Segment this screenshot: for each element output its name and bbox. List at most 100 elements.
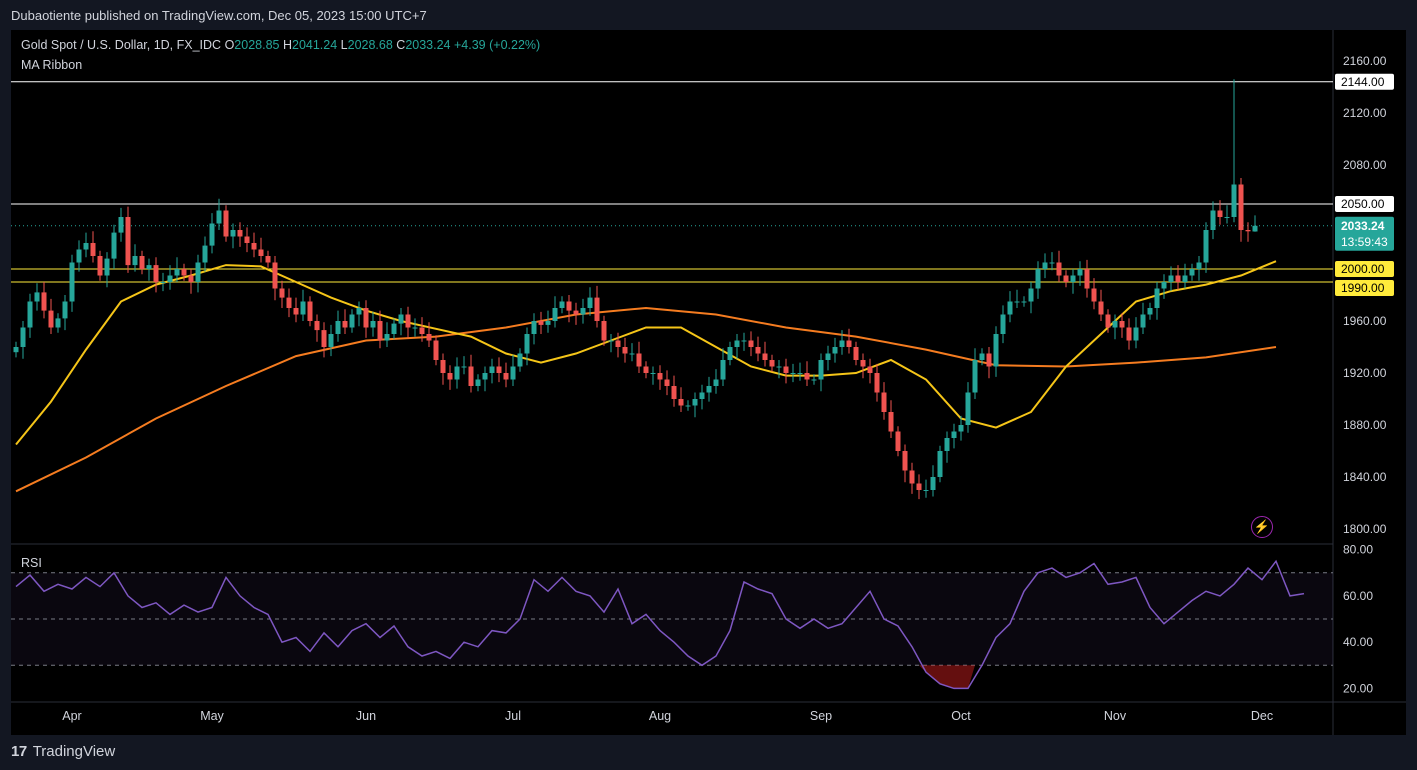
candle-body xyxy=(118,217,124,233)
candle-body xyxy=(321,330,327,347)
candle xyxy=(1252,215,1258,232)
candle-body xyxy=(937,451,943,477)
symbol-legend[interactable]: Gold Spot / U.S. Dollar, 1D, FX_IDC O202… xyxy=(21,38,540,52)
candle-body xyxy=(699,392,705,399)
candle-body xyxy=(286,297,292,308)
candle-body xyxy=(1245,230,1251,232)
price-chart[interactable]: 2160.00 2120.00 2080.00 1960.00 1920.00 1880.… xyxy=(11,30,1406,735)
candle xyxy=(748,331,754,357)
candle-body xyxy=(1224,217,1230,218)
candle-body xyxy=(685,405,691,407)
time-axis-label: May xyxy=(200,709,224,723)
candle xyxy=(608,334,614,353)
candle xyxy=(692,392,698,418)
rsi-line xyxy=(15,559,1305,690)
candle xyxy=(1014,289,1020,308)
candle xyxy=(1245,222,1251,242)
candle xyxy=(118,207,124,242)
candle-body xyxy=(993,334,999,367)
candle-body xyxy=(615,340,621,347)
candle-body xyxy=(1140,314,1146,328)
candle-body xyxy=(384,334,390,341)
candle-body xyxy=(1035,269,1041,289)
candle xyxy=(139,250,145,275)
candle-body xyxy=(251,243,257,250)
candle xyxy=(314,314,320,342)
time-axis-label: Apr xyxy=(62,709,81,723)
candle-body xyxy=(111,232,117,259)
ma-ribbon-label[interactable]: MA Ribbon xyxy=(21,58,83,72)
candle-body xyxy=(755,347,761,354)
candle-body xyxy=(356,308,362,315)
candle xyxy=(825,345,831,371)
candle xyxy=(517,348,523,372)
candle xyxy=(174,257,180,282)
price-tick-label: 2080.00 xyxy=(1343,158,1387,172)
candle-body xyxy=(279,288,285,298)
candle xyxy=(216,198,222,230)
candle-body xyxy=(349,314,355,328)
candle-body xyxy=(783,366,789,373)
candle-body xyxy=(265,256,271,263)
candle-body xyxy=(1126,327,1132,341)
candle-body xyxy=(720,360,726,380)
time-axis: Apr May Jun Jul Aug Sep Oct Nov Dec xyxy=(62,709,1273,723)
rsi-tick-label: 80.00 xyxy=(1343,543,1373,557)
candle-body xyxy=(909,470,915,484)
price-tick-label: 2160.00 xyxy=(1343,54,1387,68)
candle xyxy=(580,298,586,324)
candle-body xyxy=(104,258,110,276)
candle xyxy=(83,232,89,258)
candle-body xyxy=(13,347,19,353)
candle xyxy=(335,310,341,342)
candle xyxy=(1063,270,1069,288)
rsi-tick-label: 40.00 xyxy=(1343,635,1373,649)
candle xyxy=(27,293,33,338)
candle xyxy=(1175,265,1181,290)
candle xyxy=(426,322,432,347)
rsi-label[interactable]: RSI xyxy=(21,556,42,570)
candle xyxy=(1133,317,1139,349)
candle xyxy=(475,374,481,392)
lightning-icon[interactable]: ⚡ xyxy=(1251,516,1273,538)
low-label: L xyxy=(340,38,348,52)
candle-body xyxy=(1154,288,1160,308)
candle xyxy=(468,354,474,393)
level-badge-text: 2000.00 xyxy=(1341,262,1385,276)
candle xyxy=(244,227,250,253)
candle-body xyxy=(76,249,82,263)
candle xyxy=(503,362,509,388)
close-label: C xyxy=(396,38,406,52)
candle-body xyxy=(496,366,502,373)
candle xyxy=(993,326,999,377)
candle xyxy=(524,327,530,366)
candle xyxy=(776,360,782,379)
candle-body xyxy=(706,386,712,393)
candle xyxy=(482,366,488,392)
chart-area[interactable]: 2160.00 2120.00 2080.00 1960.00 1920.00 1880.… xyxy=(11,30,1406,735)
candle-body xyxy=(230,230,236,237)
candle-body xyxy=(223,210,229,237)
candle xyxy=(251,232,257,258)
candle-body xyxy=(727,347,733,360)
candle-body xyxy=(90,243,96,256)
candle xyxy=(34,283,40,311)
candle-body xyxy=(440,360,446,373)
publisher-line: Dubaotiente published on TradingView.com… xyxy=(11,8,427,23)
candle-body xyxy=(34,292,40,302)
candle xyxy=(1182,263,1188,289)
candle-body xyxy=(804,373,810,380)
open-value: 2028.85 xyxy=(234,38,280,52)
candle xyxy=(1203,222,1209,273)
countdown-text: 13:59:43 xyxy=(1341,235,1388,249)
candle-body xyxy=(1182,275,1188,282)
candle xyxy=(1231,79,1237,223)
candle-body xyxy=(293,308,299,315)
close-value: 2033.24 xyxy=(405,38,451,52)
candle xyxy=(888,400,894,438)
candle-body xyxy=(475,379,481,386)
candle xyxy=(202,236,208,272)
footer-brand: TradingView xyxy=(32,742,116,760)
candle-body xyxy=(489,366,495,373)
candle-body xyxy=(1063,275,1069,282)
